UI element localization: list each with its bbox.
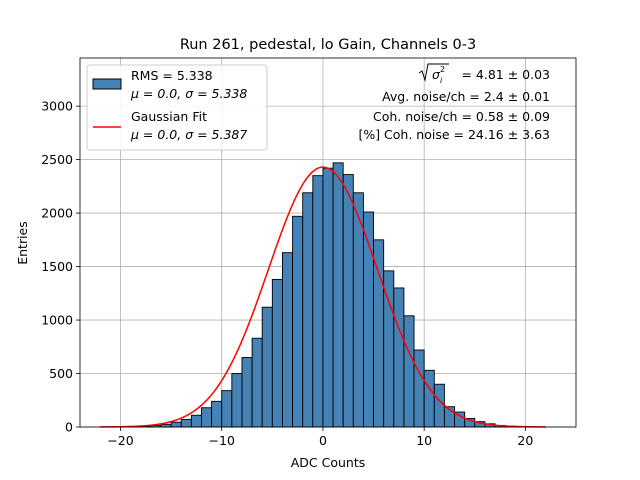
histogram-bar — [251, 337, 263, 428]
y-tick-label: 500 — [49, 366, 73, 381]
sigma-symbol: σ — [432, 67, 441, 82]
legend-box — [86, 64, 268, 151]
histogram-bar — [413, 349, 425, 428]
histogram-bar — [221, 390, 233, 428]
x-tick-label: 20 — [517, 433, 533, 448]
legend-patch-histogram — [92, 78, 122, 90]
x-axis-label: ADC Counts — [291, 455, 366, 470]
histogram-bar — [190, 414, 202, 428]
legend-sub-fit: μ = 0.0, σ = 5.387 — [130, 127, 247, 142]
sigma-subscript: i — [440, 76, 443, 85]
x-tick-label: −10 — [209, 433, 235, 448]
chart-title: Run 261, pedestal, lo Gain, Channels 0-3 — [180, 37, 476, 53]
plot-frame — [79, 57, 577, 428]
gaussian-fit-line — [100, 166, 546, 428]
x-axis-ticks: −20 −10 0 10 20 — [107, 427, 533, 448]
noise-annotations: σ 2 i = 4.81 ± 0.03 Avg. noise/ch = 2.4 … — [358, 63, 550, 142]
histogram-bar — [281, 252, 294, 428]
histogram-bar — [271, 278, 283, 428]
y-tick-label: 1000 — [41, 313, 73, 328]
histogram-bar — [312, 175, 324, 428]
y-tick-label: 2000 — [41, 206, 73, 221]
histogram-bars — [99, 162, 547, 428]
x-tick-label: 10 — [416, 433, 432, 448]
histogram-bar — [403, 315, 415, 428]
x-tick-label: −20 — [107, 433, 133, 448]
legend: RMS = 5.338 μ = 0.0, σ = 5.338 Gaussian … — [86, 64, 268, 151]
legend-label-rms: RMS = 5.338 — [131, 68, 213, 83]
sigma-superscript: 2 — [440, 65, 445, 74]
legend-label-fit: Gaussian Fit — [131, 109, 207, 124]
histogram-bar — [231, 373, 243, 428]
histogram-bar — [211, 400, 223, 428]
histogram-bar — [373, 239, 385, 428]
histogram-bar — [201, 407, 213, 428]
histogram-bar — [383, 270, 395, 428]
annotation-avg-noise: Avg. noise/ch = 2.4 ± 0.01 — [382, 89, 550, 104]
annotation-coh-noise: Coh. noise/ch = 0.58 ± 0.09 — [373, 109, 550, 124]
sqrt-sigma-symbol — [418, 63, 449, 82]
histogram-bar — [261, 306, 273, 428]
annotation-coh-percent: [%] Coh. noise = 24.16 ± 3.63 — [358, 127, 550, 142]
histogram-bar — [342, 174, 354, 428]
y-tick-label: 1500 — [41, 259, 73, 274]
annotation-sigma-value: = 4.81 ± 0.03 — [461, 67, 550, 82]
y-tick-label: 3000 — [41, 99, 73, 114]
histogram-bar — [241, 357, 253, 428]
y-axis-label: Entries — [15, 221, 30, 265]
histogram-bar — [302, 192, 314, 428]
histogram-bar — [433, 383, 445, 428]
histogram-bar — [170, 421, 182, 428]
histogram-bar — [292, 215, 304, 428]
y-tick-label: 0 — [65, 420, 73, 435]
histogram-bar — [332, 162, 344, 428]
histogram-bar — [352, 192, 364, 428]
legend-sub-rms: μ = 0.0, σ = 5.338 — [130, 86, 247, 101]
histogram-bar — [423, 369, 435, 428]
histogram-bar — [160, 423, 172, 428]
histogram-bar — [180, 419, 192, 428]
x-tick-label: 0 — [319, 433, 327, 448]
y-axis-ticks: 0 500 1000 1500 2000 2500 3000 — [41, 99, 80, 435]
histogram-bar — [322, 167, 334, 428]
y-tick-label: 2500 — [41, 152, 73, 167]
histogram-bar — [393, 287, 405, 428]
